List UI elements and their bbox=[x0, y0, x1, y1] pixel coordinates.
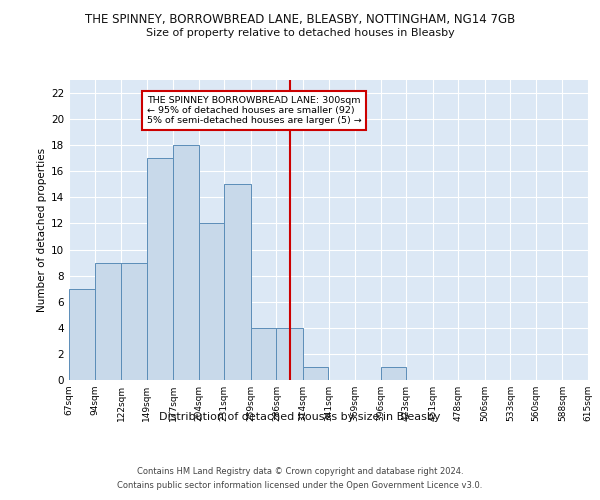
Bar bbox=[121, 262, 146, 380]
Text: THE SPINNEY, BORROWBREAD LANE, BLEASBY, NOTTINGHAM, NG14 7GB: THE SPINNEY, BORROWBREAD LANE, BLEASBY, … bbox=[85, 12, 515, 26]
Bar bbox=[173, 145, 199, 380]
Text: Distribution of detached houses by size in Bleasby: Distribution of detached houses by size … bbox=[159, 412, 441, 422]
Bar bbox=[251, 328, 277, 380]
Y-axis label: Number of detached properties: Number of detached properties bbox=[37, 148, 47, 312]
Text: Contains public sector information licensed under the Open Government Licence v3: Contains public sector information licen… bbox=[118, 481, 482, 490]
Bar bbox=[303, 367, 329, 380]
Bar bbox=[380, 367, 406, 380]
Bar bbox=[277, 328, 303, 380]
Text: THE SPINNEY BORROWBREAD LANE: 300sqm
← 95% of detached houses are smaller (92)
5: THE SPINNEY BORROWBREAD LANE: 300sqm ← 9… bbox=[146, 96, 361, 126]
Bar bbox=[224, 184, 251, 380]
Text: Contains HM Land Registry data © Crown copyright and database right 2024.: Contains HM Land Registry data © Crown c… bbox=[137, 468, 463, 476]
Bar bbox=[146, 158, 173, 380]
Bar bbox=[199, 224, 224, 380]
Bar bbox=[95, 262, 121, 380]
Bar bbox=[69, 288, 95, 380]
Text: Size of property relative to detached houses in Bleasby: Size of property relative to detached ho… bbox=[146, 28, 454, 38]
